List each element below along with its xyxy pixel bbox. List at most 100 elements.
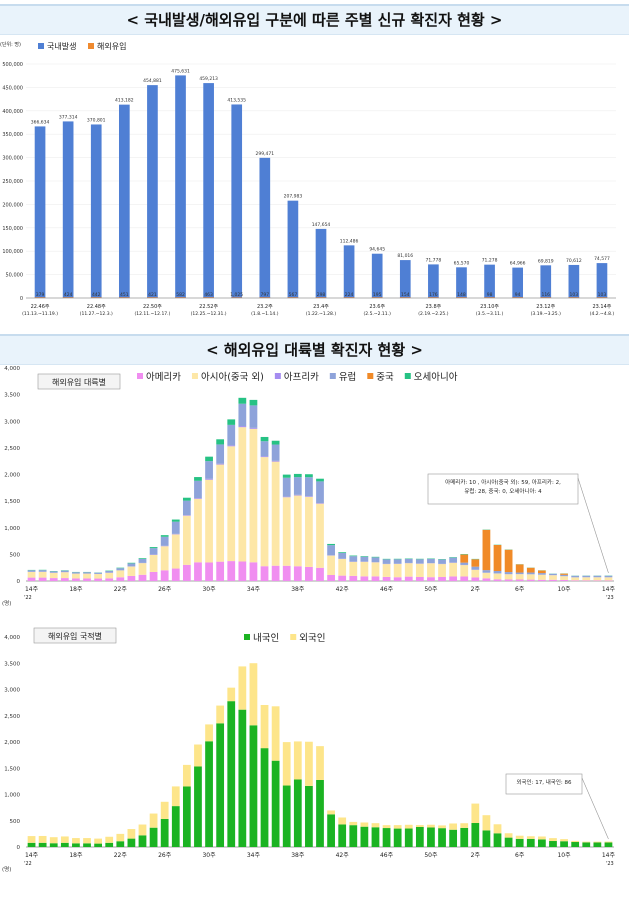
chart2-box-label: 해외유입 대륙별: [52, 377, 106, 387]
chart2-xtick-label: 26주: [158, 586, 172, 593]
chart2-bar-segment: [449, 562, 458, 577]
chart3-bar-segment: [38, 835, 47, 843]
chart2-bar-segment: [205, 479, 213, 563]
chart2-bar-segment: [194, 562, 202, 581]
chart1-xtick-week: 22.46주: [31, 304, 50, 310]
chart3-bar-segment: [205, 741, 213, 847]
chart2-bar-segment: [282, 497, 291, 566]
chart2-bar-segment: [526, 567, 535, 573]
chart1-value-label: 74,577: [594, 256, 610, 262]
chart3-bar-segment: [182, 786, 191, 847]
chart3-bar-segment: [493, 824, 502, 834]
chart3-bar-segment: [560, 841, 568, 847]
chart3-bar-segment: [526, 836, 535, 839]
chart2-bar-segment: [293, 495, 302, 567]
chart1-xtick-week: 23.6주: [369, 304, 385, 310]
chart2-bar-segment: [105, 572, 114, 579]
chart2-bar-segment: [94, 574, 102, 579]
chart3-bar-segment: [549, 841, 557, 847]
chart3-ytick-label: 1,000: [4, 793, 20, 799]
chart2-bar-segment: [194, 477, 202, 481]
chart3-bar-segment: [138, 824, 147, 836]
chart3-bar-segment: [49, 837, 58, 844]
chart2-legend-label: 오세아니아: [414, 372, 458, 383]
chart1-ytick-label: 250,000: [2, 179, 23, 185]
chart3-bar-segment: [460, 823, 469, 828]
chart2-bar-segment: [38, 570, 47, 572]
chart2-bar-segment: [194, 498, 202, 563]
chart3-bar-segment: [493, 833, 502, 847]
chart3-bar-segment: [260, 748, 269, 847]
chart2-bar-segment: [249, 405, 258, 428]
chart2-bar-segment: [249, 399, 258, 406]
chart2-bar-segment: [227, 561, 236, 581]
chart2-bar-segment: [83, 572, 91, 574]
chart3-bar-segment: [149, 813, 158, 828]
chart2-ytick-label: 2,500: [4, 446, 20, 452]
chart1-imported-label: 195: [373, 292, 382, 298]
chart3-bar-segment: [282, 742, 291, 786]
chart3-xtick-label: 46주: [380, 852, 394, 859]
chart3-legend-swatch: [244, 634, 250, 640]
chart2-xtick-label: 10주: [557, 586, 571, 593]
chart2-bar-segment: [471, 559, 480, 567]
chart3-xtick-label: 26주: [158, 852, 172, 859]
chart3-box-label-frame: [33, 627, 117, 644]
chart1-imported-label: 148: [457, 292, 466, 298]
chart2-bar-segment: [460, 562, 469, 565]
chart3-bar-segment: [316, 779, 324, 847]
chart1-bar-imported: [343, 297, 355, 298]
chart1-imported-label: 442: [92, 292, 101, 298]
chart1-title-banner: < 국내발생/해외유입 구분에 따른 주별 신규 확진자 현황 >: [0, 4, 629, 35]
chart3-bar-segment: [515, 835, 524, 839]
chart1-xtick-week: 23.12주: [536, 304, 555, 310]
chart2-bar-segment: [415, 559, 424, 564]
chart2-bar-segment: [382, 564, 391, 577]
chart1-bar-domestic: [484, 264, 495, 298]
chart2-bar-segment: [160, 536, 169, 546]
chart3-bar-segment: [105, 842, 114, 847]
chart1-bar-imported: [175, 297, 186, 298]
chart3-bar-segment: [83, 843, 91, 847]
chart2-bar-segment: [371, 576, 380, 581]
chart2-bar-segment: [571, 575, 580, 578]
chart2-bar-segment: [282, 496, 291, 498]
chart2-bar-segment: [593, 580, 602, 581]
chart3-bar-segment: [27, 842, 36, 847]
chart3-xtick-label: 6주: [515, 852, 525, 859]
chart2-bar-segment: [582, 575, 591, 578]
chart2-bar-segment: [238, 397, 247, 404]
chart2-bar-segment: [538, 570, 546, 574]
chart3-bar-segment: [382, 825, 391, 829]
chart2-bar-segment: [360, 576, 369, 581]
chart2-bar-segment: [415, 563, 424, 578]
chart3-bar-segment: [349, 825, 358, 847]
chart1-imported-label: 116: [541, 292, 550, 298]
chart1-bar-imported: [315, 297, 327, 298]
chart2-bar-segment: [293, 473, 302, 478]
chart1-imported-label: 98: [487, 292, 493, 298]
chart1-value-label: 69,819: [538, 258, 554, 264]
chart2-bar-segment: [305, 477, 313, 497]
chart2-legend-swatch: [191, 373, 198, 379]
chart2-bar-segment: [471, 566, 480, 570]
chart2-bar-segment: [371, 557, 380, 563]
chart2-bar-segment: [549, 579, 557, 581]
chart3-bar-segment: [604, 842, 613, 847]
chart2-bar-segment: [327, 555, 335, 575]
chart2-bar-segment: [549, 575, 557, 580]
chart2-bar-segment: [38, 571, 47, 578]
chart2-bar-segment: [60, 572, 69, 579]
chart3-bar-segment: [127, 838, 136, 847]
chart1-bar-domestic: [512, 267, 524, 298]
chart1-xtick-range: (2.19.~2.25.): [418, 311, 448, 317]
chart2-ytick-label: 3,500: [4, 393, 20, 399]
chart2-bar-segment: [182, 497, 191, 501]
chart2-bar-segment: [482, 529, 491, 571]
chart2-bar-segment: [49, 571, 58, 573]
chart2-bar-segment: [72, 578, 80, 581]
chart2-ytick-label: 500: [10, 552, 21, 558]
chart1-legend-swatch-imported: [88, 43, 94, 49]
chart2-bar-segment: [604, 577, 613, 581]
chart1-title: < 국내발생/해외유입 구분에 따른 주별 신규 확진자 현황 >: [126, 11, 503, 29]
